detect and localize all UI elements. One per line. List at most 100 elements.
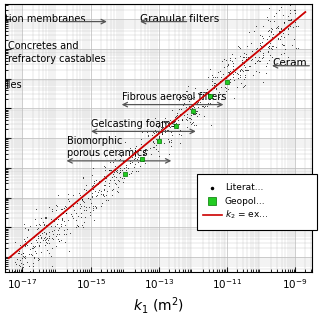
Point xyxy=(84,187,89,192)
Point xyxy=(106,198,111,203)
Point xyxy=(93,204,99,210)
Point xyxy=(242,76,247,82)
Point xyxy=(270,32,276,37)
Point xyxy=(194,114,199,119)
Point xyxy=(122,140,127,145)
Point xyxy=(49,217,54,222)
Point xyxy=(208,101,213,106)
Point xyxy=(200,91,205,96)
Point xyxy=(78,203,84,208)
Point xyxy=(209,122,214,127)
Point xyxy=(31,244,36,249)
Point xyxy=(152,128,157,133)
Point xyxy=(132,164,137,169)
Point xyxy=(36,243,41,248)
Point xyxy=(164,119,169,124)
Point xyxy=(202,93,207,98)
Point xyxy=(191,112,196,117)
Point xyxy=(21,221,27,227)
Point xyxy=(259,33,264,38)
Point xyxy=(117,178,122,183)
Point xyxy=(181,100,186,106)
Point xyxy=(226,86,231,92)
Point xyxy=(185,118,190,123)
Point xyxy=(212,81,217,86)
Point xyxy=(279,34,284,39)
Point xyxy=(139,156,144,162)
Point xyxy=(135,168,140,173)
Point xyxy=(205,90,211,95)
Point xyxy=(223,85,228,90)
Point xyxy=(74,217,79,222)
Point xyxy=(37,244,42,249)
Point xyxy=(258,43,263,48)
Point xyxy=(172,120,177,125)
Point xyxy=(269,34,275,39)
Point xyxy=(261,51,266,56)
Point xyxy=(32,217,37,222)
Point xyxy=(276,25,281,30)
Point xyxy=(66,192,71,197)
Point xyxy=(70,204,75,209)
Point xyxy=(207,66,212,71)
Point xyxy=(287,23,292,28)
Point xyxy=(58,221,63,227)
Point xyxy=(53,216,58,221)
Point xyxy=(247,63,252,68)
Point xyxy=(224,79,229,84)
Point xyxy=(251,51,256,56)
Point xyxy=(222,64,227,69)
X-axis label: $k_1$ (m$^2$): $k_1$ (m$^2$) xyxy=(133,295,184,316)
Point xyxy=(162,140,167,145)
Point xyxy=(46,204,51,209)
Point xyxy=(267,44,272,49)
Point xyxy=(49,229,54,234)
Point xyxy=(296,46,301,51)
Point xyxy=(183,105,188,110)
Point xyxy=(260,54,266,60)
Point xyxy=(78,205,83,210)
Point xyxy=(16,248,21,253)
Point xyxy=(27,224,32,229)
Point xyxy=(189,108,195,113)
Point xyxy=(182,113,187,118)
Point xyxy=(77,201,83,206)
Point xyxy=(143,160,148,165)
Point xyxy=(62,239,67,244)
Point xyxy=(135,156,140,162)
Point xyxy=(238,66,243,71)
Point xyxy=(162,130,167,135)
Point xyxy=(12,239,17,244)
Point xyxy=(242,65,247,70)
Point xyxy=(13,259,18,264)
Point xyxy=(190,111,196,116)
Point xyxy=(169,129,174,134)
Point xyxy=(75,223,80,228)
Point xyxy=(266,28,271,33)
Point xyxy=(53,207,59,212)
Point xyxy=(116,189,121,195)
Point xyxy=(14,269,19,274)
Point xyxy=(188,105,193,110)
Point xyxy=(83,214,88,220)
Point xyxy=(116,148,121,154)
Point xyxy=(258,33,263,38)
Point xyxy=(205,100,210,105)
Point xyxy=(228,57,233,62)
Point xyxy=(141,148,146,153)
Point xyxy=(245,43,250,48)
Point xyxy=(59,211,64,216)
Point xyxy=(209,83,214,88)
Point xyxy=(285,31,290,36)
Point xyxy=(285,1,290,6)
Point xyxy=(250,56,255,61)
Point xyxy=(193,111,198,116)
Point xyxy=(292,36,297,41)
Point xyxy=(157,135,162,140)
Point xyxy=(78,211,83,216)
Point xyxy=(90,186,95,191)
Point xyxy=(225,63,230,68)
Point xyxy=(50,232,55,237)
Point xyxy=(266,48,271,53)
Point xyxy=(287,21,292,27)
